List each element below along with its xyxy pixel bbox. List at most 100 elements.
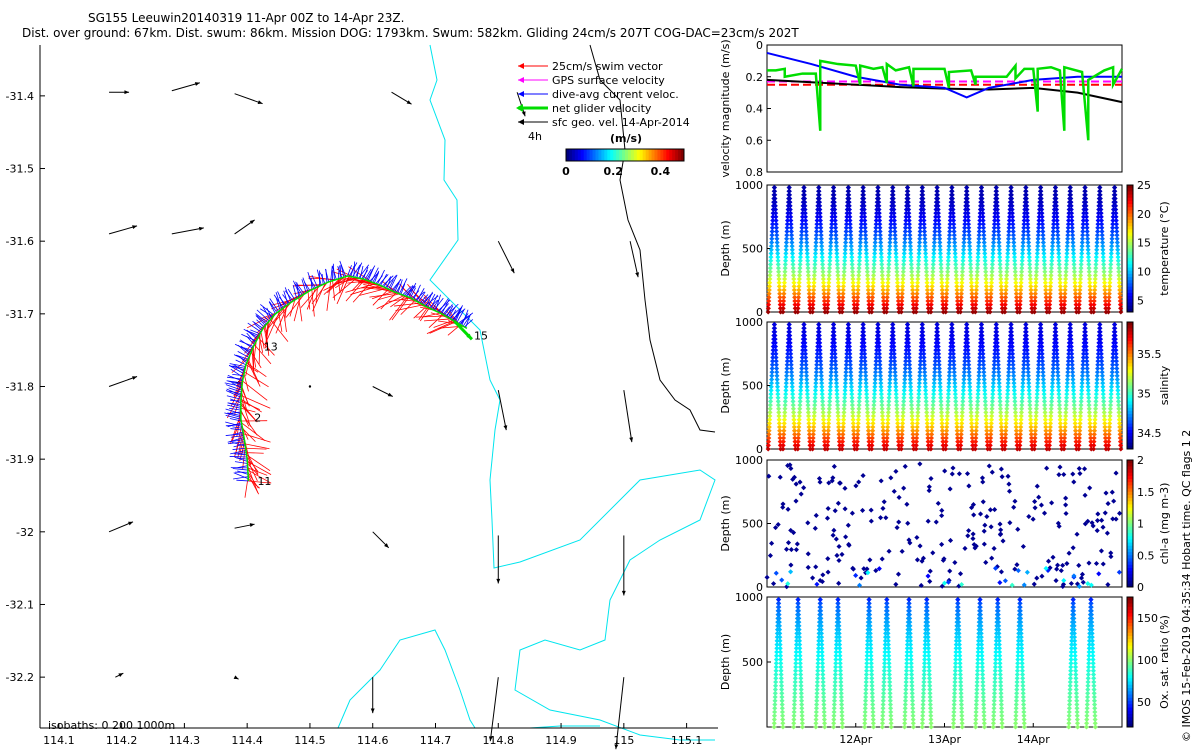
salinity-sample (786, 321, 792, 328)
temperature-sample (1032, 291, 1038, 297)
dac-vector (347, 265, 352, 277)
dac-vector (269, 298, 279, 312)
chla-sample (998, 531, 1004, 537)
salinity-sample (904, 321, 911, 328)
map-axes: 114.1 114.2 114.3 114.4 114.5 114.6 114.7 114.8… (6, 45, 718, 747)
dac-vector (225, 390, 242, 398)
swim-vector (311, 282, 328, 305)
temperature-sample (989, 265, 995, 271)
chla-sample (904, 501, 910, 507)
dac-vector (419, 294, 429, 304)
temperature-sample (1048, 272, 1054, 278)
temperature-sample (768, 261, 774, 267)
chla-cbar-swatch (1127, 469, 1133, 474)
dac-vector (227, 436, 245, 443)
track-day-label: 13 (264, 341, 278, 354)
temperature-sample (840, 283, 846, 289)
salinity-cbar-swatch (1127, 388, 1133, 393)
temperature-sample (836, 298, 842, 304)
swim-vector (389, 296, 408, 321)
dac-vector (284, 290, 294, 302)
chla-sample (785, 506, 791, 512)
chla-sample (977, 511, 984, 517)
dac-vector (362, 266, 369, 280)
map-y-tick-label: -31.6 (6, 235, 34, 248)
swim-vector (265, 306, 286, 333)
temperature-sample (966, 232, 972, 238)
temperature-cbar-swatch (1127, 286, 1133, 291)
temperature-sample (983, 283, 989, 289)
legend-entry-swim-vector: 25cm/s swim vector (518, 60, 663, 73)
temperature-sample (1003, 294, 1009, 300)
chla-sample (1053, 578, 1059, 584)
temperature-sample (953, 269, 959, 275)
chla-sample (1006, 481, 1012, 487)
map-y-tick-label: -31.7 (6, 308, 34, 321)
temperature-sample (791, 287, 797, 293)
temperature-sample (792, 298, 798, 304)
chla-cbar-swatch (1127, 520, 1133, 524)
dac-vector (250, 329, 261, 335)
colorbar-swatch (666, 149, 670, 161)
temperature-sample (893, 243, 899, 249)
oxygen-sample (835, 597, 841, 603)
temperature-sample (1027, 272, 1033, 278)
chla-sample (1095, 511, 1101, 517)
swim-vector (254, 344, 272, 365)
temperature-sample (1042, 269, 1048, 275)
chla-sample (984, 514, 990, 520)
temperature-sample (1033, 272, 1039, 278)
velocity-y-label: velocity magnitude (m/s) (719, 39, 732, 177)
temperature-sample (835, 283, 842, 289)
temperature-sample (806, 291, 812, 297)
temperature-sample (974, 265, 981, 271)
chla-sample (942, 468, 948, 474)
salinity-cbar-swatch (1127, 334, 1133, 339)
salinity-cbar-swatch (1127, 420, 1133, 425)
colorbar-swatch (633, 149, 638, 161)
colorbar-swatch (639, 149, 644, 161)
temperature-sample (782, 261, 788, 267)
temperature-sample (950, 206, 956, 213)
dac-vector (233, 472, 249, 480)
temperature-sample (937, 243, 943, 249)
temperature-sample (906, 206, 912, 213)
temperature-sample (885, 272, 891, 278)
temperature-sample (776, 269, 782, 275)
temperature-cbar-swatch (1127, 188, 1133, 192)
temperature-sample (969, 298, 975, 304)
temperature-y-label: Depth (m) (719, 220, 732, 276)
colorbar-swatch (592, 149, 596, 161)
temperature-sample (1040, 239, 1046, 245)
temperature-sample (841, 265, 847, 271)
colorbar-swatch (657, 149, 661, 161)
temperature-sample (1004, 265, 1010, 271)
temperature-cbar-swatch (1127, 223, 1133, 227)
colorbar-swatch (622, 149, 626, 161)
swim-vector (400, 300, 416, 315)
temperature-sample (790, 265, 796, 271)
temperature-sample (866, 302, 872, 308)
chla-sample (1058, 568, 1064, 574)
temperature-sample (1057, 269, 1063, 275)
temperature-sample (984, 287, 990, 293)
dac-vector (234, 343, 252, 353)
temperature-cbar-swatch (1127, 302, 1133, 307)
dac-vector (242, 347, 253, 351)
temperature-sample (1067, 184, 1073, 191)
chla-sample (1093, 560, 1100, 567)
salinity-cbar-swatch (1127, 414, 1133, 418)
chla-cbar-swatch (1127, 488, 1133, 493)
chla-sample (1057, 464, 1063, 470)
oxygen-y-label: Depth (m) (719, 634, 732, 690)
dac-vector (230, 431, 244, 436)
swim-vector (270, 319, 289, 342)
temperature-sample (1020, 236, 1026, 242)
temperature-sample (856, 261, 862, 267)
temperature-sample (885, 287, 891, 293)
temperature-sample (870, 283, 876, 289)
chla-sample (834, 552, 840, 559)
chla-cbar-swatch (1127, 529, 1133, 534)
temperature-sample (788, 214, 794, 220)
